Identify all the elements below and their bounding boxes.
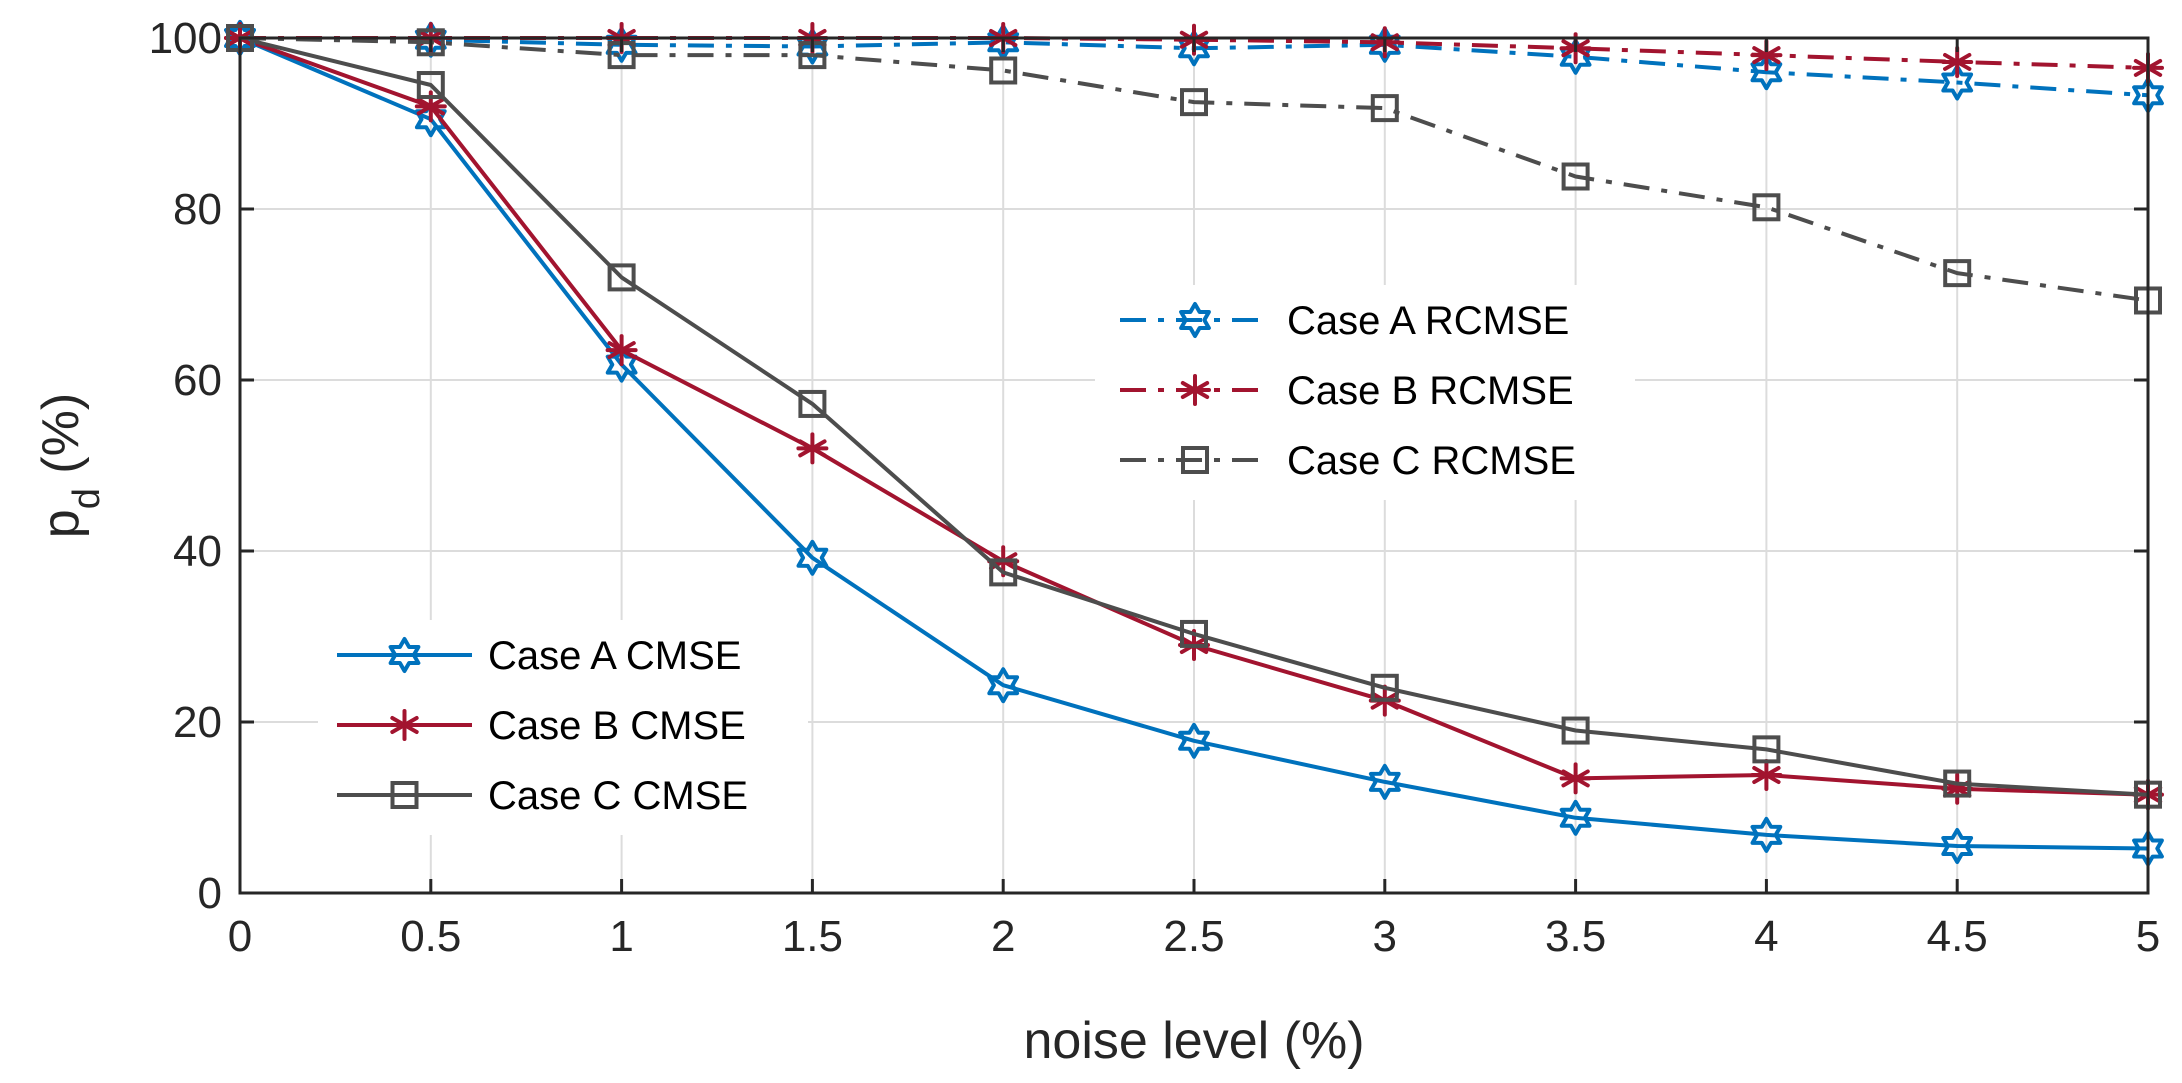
square-marker [989,558,1018,587]
x-axis-label: noise level (%) [1023,1012,1364,1070]
hexagram-marker [1179,302,1211,338]
square-marker [416,71,445,100]
y-axis-label-subscript: d [66,488,108,509]
x-tick-label: 2 [991,912,1015,961]
x-tick-label: 0.5 [400,912,461,961]
y-tick-label: 0 [198,869,222,918]
hexagram-marker [1750,816,1783,853]
y-tick-label: 100 [149,14,222,63]
square-marker [390,781,419,809]
legend-label: Case A CMSE [488,634,741,678]
square-marker [798,389,827,418]
y-tick-label: 80 [173,185,222,234]
x-tick-label: 2.5 [1163,912,1224,961]
square-marker [607,263,636,292]
x-tick-label: 4.5 [1927,912,1988,961]
legend-item: Case A RCMSE [1120,299,1569,343]
legend-label: Case B RCMSE [1287,369,1574,413]
axis-ticks: 0 0.5 1 1.5 2 2.5 3 3.5 4 4.5 5 0 20 40 60 80 100 [149,14,2161,961]
asterisk-marker [388,709,421,741]
legend-label: Case C CMSE [488,774,748,818]
y-tick-label: 20 [173,698,222,747]
hexagram-marker [1559,799,1592,836]
x-tick-label: 5 [2136,912,2160,961]
legend-item: Case B RCMSE [1120,369,1574,413]
square-marker [1943,259,1972,288]
x-tick-label: 0 [228,912,252,961]
asterisk-marker [796,432,829,465]
series-line [239,36,2149,797]
square-marker [1180,619,1208,648]
asterisk-marker [1179,374,1211,406]
hexagram-marker [1368,763,1401,800]
legend-item: Case A CMSE [337,634,741,678]
hexagram-marker [388,637,421,673]
hexagram-marker [796,539,829,576]
legend-label: Case C RCMSE [1287,439,1576,483]
square-marker [989,56,1018,85]
series-case-c-cmse [226,24,2162,809]
x-tick-label: 1.5 [782,912,843,961]
square-marker [416,28,445,57]
hexagram-marker [1750,54,1783,91]
square-marker [1370,94,1399,123]
y-axis-label: pd (%) [32,393,108,538]
asterisk-marker [605,334,638,367]
legend-label: Case B CMSE [488,704,746,748]
legend-item: Case C RCMSE [1120,439,1576,483]
series-line [239,36,2149,851]
x-tick-label: 4 [1754,912,1778,961]
square-marker [1561,716,1590,745]
hexagram-marker [1941,828,1974,864]
square-marker [1370,673,1399,702]
square-marker [1752,193,1781,222]
asterisk-marker [1941,45,1974,78]
y-axis-label-main: p [32,509,90,538]
y-tick-label: 60 [173,356,222,405]
legend-bottom-left: Case A CMSE Case B CMSE Case C CMSE [318,620,808,835]
hexagram-marker [1178,722,1210,759]
legend-upper-middle: Case A RCMSE Case B RCMSE Case C RCMSE [1095,285,1635,500]
hexagram-marker [1941,64,1974,101]
y-tick-label: 40 [173,527,222,576]
legend-item: Case B CMSE [337,704,746,748]
y-axis-label-suffix: (%) [32,393,90,488]
square-marker [1561,162,1590,191]
hexagram-marker [987,667,1020,704]
hexagram-marker [414,101,447,138]
legend-item: Case C CMSE [337,774,748,818]
asterisk-marker [1941,772,1974,805]
x-tick-label: 3.5 [1545,912,1606,961]
square-marker [1180,88,1208,117]
square-marker [1943,769,1972,798]
square-marker [1181,446,1209,474]
square-marker [1752,735,1781,764]
series-line [239,36,2149,303]
x-tick-label: 3 [1373,912,1397,961]
legend-label: Case A RCMSE [1287,299,1569,343]
asterisk-marker [414,90,447,123]
x-tick-label: 1 [609,912,633,961]
asterisk-marker [1750,759,1783,792]
asterisk-marker [1559,762,1592,795]
